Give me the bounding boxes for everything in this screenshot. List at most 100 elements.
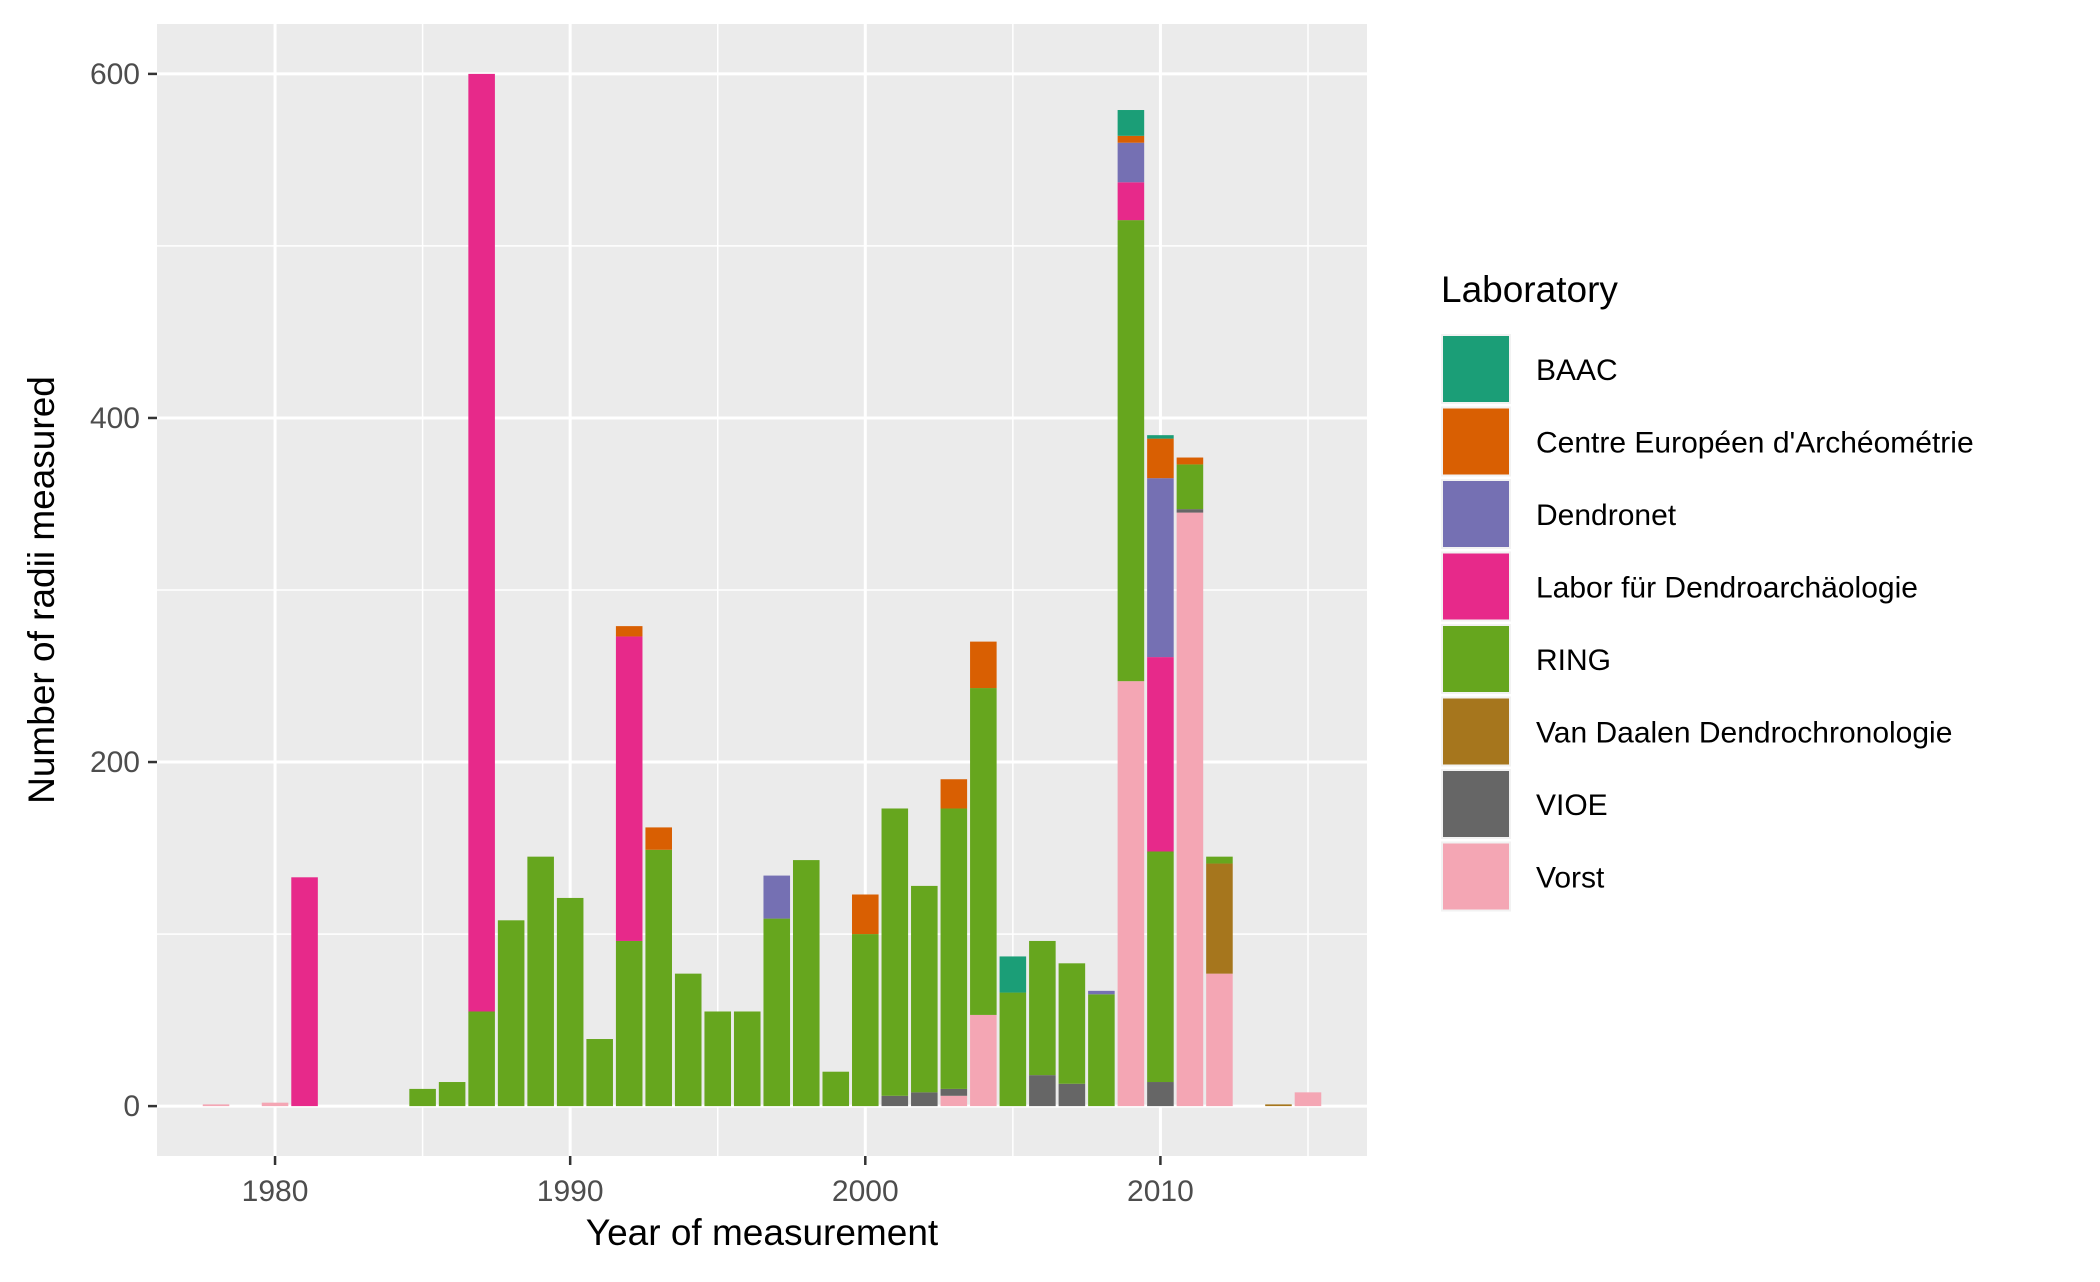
bar-segment: [704, 1011, 732, 1107]
bar-segment: [645, 849, 672, 1107]
bar-segment: [1265, 1104, 1292, 1107]
bar-segment: [1088, 990, 1115, 995]
bar-segment: [940, 1095, 968, 1107]
bar-segment: [291, 877, 318, 1107]
x-tick-label: 1980: [242, 1175, 309, 1208]
bar-segment: [615, 940, 643, 1107]
legend-label: Labor für Dendroarchäologie: [1536, 572, 1918, 605]
bar-segment: [852, 934, 879, 1107]
bar-segment: [1117, 681, 1145, 1107]
y-tick-label: 200: [90, 746, 140, 779]
bar-segment: [852, 894, 879, 935]
bar-segment: [615, 636, 643, 941]
x-axis-title: Year of measurement: [586, 1212, 939, 1253]
bar-segment: [763, 875, 791, 919]
legend-label: RING: [1536, 644, 1611, 677]
y-tick-label: 600: [90, 58, 140, 91]
y-axis: 0 200 400 600: [90, 58, 157, 1123]
legend-title: Laboratory: [1441, 269, 1618, 310]
bar-segment: [1206, 973, 1233, 1107]
bar-segment: [468, 1011, 495, 1107]
bar-segment: [1117, 135, 1145, 143]
bar-segment: [1176, 512, 1204, 1107]
bar-segment: [1147, 478, 1174, 658]
legend-swatch: [1443, 408, 1509, 475]
legend-label: Centre Européen d'Archéométrie: [1536, 427, 1974, 460]
legend-item: BAAC: [1441, 334, 1618, 404]
bar-segment: [1206, 856, 1233, 864]
legend-swatch: [1443, 843, 1509, 910]
bars: [202, 73, 1322, 1107]
bar-segment: [763, 918, 791, 1107]
legend-label: Van Daalen Dendrochronologie: [1536, 717, 1952, 750]
legend-item: Dendronet: [1441, 479, 1677, 549]
bar-segment: [1147, 1082, 1174, 1107]
bar-segment: [1176, 457, 1204, 465]
legend-swatch: [1443, 481, 1509, 547]
bar-segment: [645, 827, 672, 850]
bar-segment: [911, 885, 938, 1093]
bar-segment: [881, 1095, 909, 1107]
y-axis-title: Number of radii measured: [21, 376, 62, 804]
bar-segment: [615, 626, 643, 637]
bar-segment: [586, 1039, 613, 1107]
bar-segment: [1147, 851, 1174, 1083]
bar-segment: [822, 1071, 850, 1107]
bar-segment: [1117, 110, 1145, 136]
bar-segment: [970, 688, 997, 1015]
legend-label: VIOE: [1536, 789, 1608, 822]
legend-item: VIOE: [1441, 769, 1608, 839]
bar-segment: [999, 956, 1027, 993]
legend-item: Vorst: [1441, 841, 1605, 912]
bar-segment: [1176, 464, 1204, 510]
legend: Laboratory BAAC Centre Européen d'Archéom…: [1441, 269, 1974, 912]
bar-segment: [556, 897, 584, 1107]
bar-segment: [1029, 940, 1056, 1076]
bar-segment: [409, 1088, 436, 1107]
legend-label: BAAC: [1536, 354, 1618, 387]
bar-segment: [527, 856, 554, 1107]
legend-swatch: [1443, 771, 1509, 837]
bar-segment: [202, 1104, 230, 1107]
legend-item: Van Daalen Dendrochronologie: [1441, 696, 1952, 767]
legend-item: RING: [1441, 624, 1611, 694]
bar-segment: [792, 860, 820, 1107]
bar-segment: [1058, 963, 1086, 1084]
bar-segment: [940, 808, 968, 1089]
bar-segment: [970, 641, 997, 689]
bar-segment: [1147, 435, 1174, 439]
legend-item: Labor für Dendroarchäologie: [1441, 551, 1918, 622]
bar-segment: [1088, 994, 1115, 1107]
bar-segment: [1294, 1092, 1322, 1107]
bar-segment: [1058, 1083, 1086, 1107]
x-tick-label: 2010: [1127, 1175, 1194, 1208]
x-tick-label: 1990: [537, 1175, 604, 1208]
bar-segment: [1176, 509, 1204, 513]
legend-items: BAAC Centre Européen d'Archéométrie Dendro…: [1441, 334, 1974, 912]
bar-segment: [1117, 220, 1145, 682]
legend-swatch: [1443, 626, 1509, 692]
bar-segment: [438, 1082, 466, 1107]
bar-segment: [1147, 657, 1174, 852]
bar-segment: [468, 73, 495, 1012]
y-tick-label: 400: [90, 402, 140, 435]
bar-segment: [970, 1014, 997, 1107]
legend-swatch: [1443, 336, 1509, 402]
bar-segment: [1147, 438, 1174, 479]
legend-label: Vorst: [1536, 862, 1605, 895]
bar-segment: [674, 973, 702, 1107]
bar-segment: [1206, 863, 1233, 974]
bar-segment: [497, 920, 525, 1107]
bar-segment: [999, 992, 1027, 1107]
bar-segment: [733, 1011, 761, 1107]
legend-swatch: [1443, 698, 1509, 765]
bar-segment: [881, 808, 909, 1096]
legend-label: Dendronet: [1536, 499, 1677, 532]
bar-segment: [940, 779, 968, 809]
bar-segment: [1117, 142, 1145, 183]
bar-segment: [940, 1088, 968, 1096]
bar-segment: [261, 1102, 289, 1107]
x-axis: 1980 1990 2000 2010: [242, 1156, 1194, 1208]
